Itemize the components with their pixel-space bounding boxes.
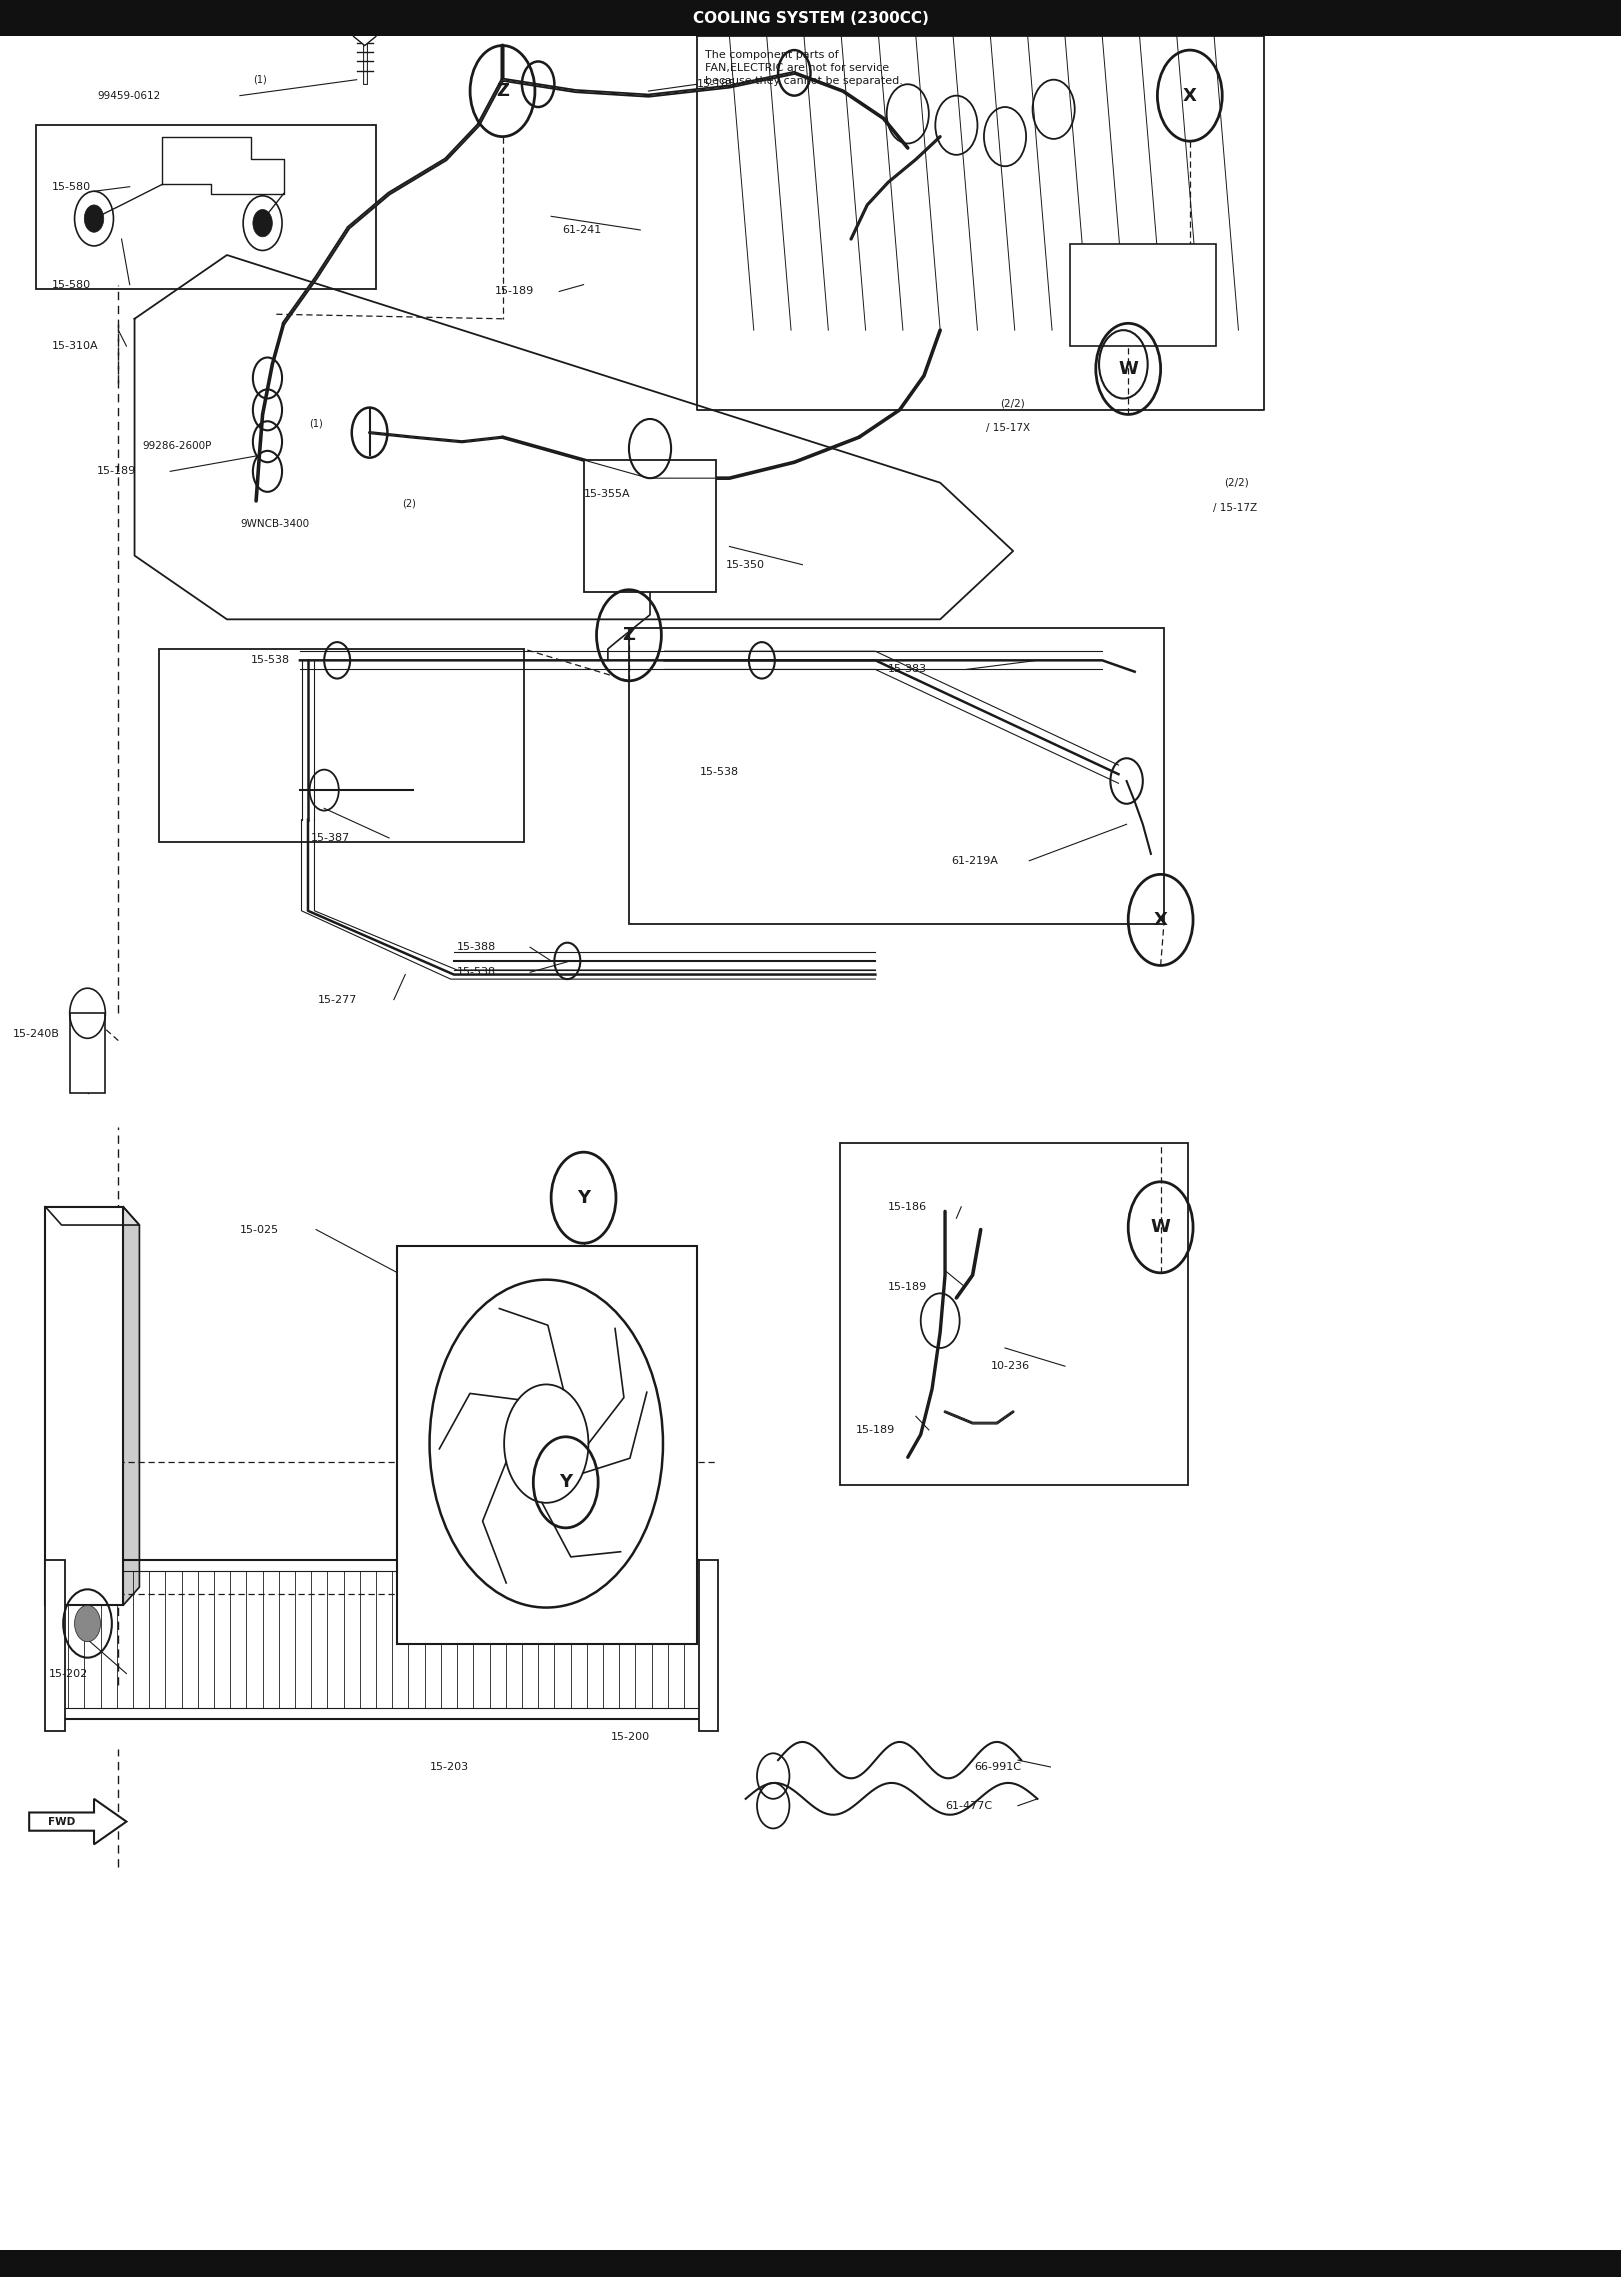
Text: 15-186: 15-186 bbox=[888, 1202, 927, 1211]
Text: X: X bbox=[1154, 911, 1167, 929]
Text: X: X bbox=[1183, 87, 1196, 105]
Text: 15-202: 15-202 bbox=[49, 1669, 88, 1678]
Text: 15-189: 15-189 bbox=[494, 287, 533, 296]
Text: (1): (1) bbox=[310, 419, 323, 428]
Text: 15-203: 15-203 bbox=[430, 1762, 468, 1772]
Text: COOLING SYSTEM (2300CC): COOLING SYSTEM (2300CC) bbox=[692, 11, 929, 25]
Text: 15-388: 15-388 bbox=[457, 943, 496, 952]
Text: / 15-17X: / 15-17X bbox=[986, 424, 1029, 433]
Text: (1): (1) bbox=[253, 75, 266, 84]
Bar bbox=[629, 628, 1164, 924]
Text: Z: Z bbox=[622, 626, 635, 644]
Text: 15-189: 15-189 bbox=[888, 1282, 927, 1291]
Circle shape bbox=[75, 1605, 101, 1642]
Text: (2): (2) bbox=[402, 499, 417, 508]
Text: 66-991C: 66-991C bbox=[974, 1762, 1021, 1772]
Bar bbox=[397, 1246, 697, 1644]
Text: 15-538: 15-538 bbox=[251, 656, 290, 665]
Text: / 15-17Z: / 15-17Z bbox=[1213, 503, 1256, 512]
Text: W: W bbox=[1118, 360, 1138, 378]
Text: 99459-0612: 99459-0612 bbox=[97, 91, 160, 100]
Text: (2/2): (2/2) bbox=[1000, 398, 1024, 408]
Text: 15-240B: 15-240B bbox=[13, 1029, 60, 1038]
Text: 15-189: 15-189 bbox=[856, 1425, 895, 1435]
Bar bbox=[699, 1560, 718, 1731]
Text: 15-310A: 15-310A bbox=[52, 342, 99, 351]
Text: 15-538: 15-538 bbox=[457, 968, 496, 977]
Text: 15-189: 15-189 bbox=[97, 467, 136, 476]
Text: Z: Z bbox=[496, 82, 509, 100]
Bar bbox=[159, 649, 524, 842]
Polygon shape bbox=[123, 1207, 139, 1605]
Text: 15-383: 15-383 bbox=[888, 665, 927, 674]
Text: 9WNCB-3400: 9WNCB-3400 bbox=[240, 519, 310, 528]
Circle shape bbox=[84, 205, 104, 232]
Circle shape bbox=[253, 209, 272, 237]
Bar bbox=[584, 460, 716, 592]
Text: 61-219A: 61-219A bbox=[952, 856, 999, 865]
Text: 10-236: 10-236 bbox=[990, 1362, 1029, 1371]
Bar bbox=[0, 2250, 1621, 2277]
Bar bbox=[840, 1143, 1188, 1485]
Polygon shape bbox=[29, 1799, 126, 1844]
Text: FWD: FWD bbox=[49, 1817, 75, 1826]
Text: Y: Y bbox=[577, 1189, 590, 1207]
Text: 15-185: 15-185 bbox=[697, 80, 736, 89]
Text: 15-025: 15-025 bbox=[240, 1225, 279, 1234]
Text: Y: Y bbox=[559, 1473, 572, 1491]
Text: 15-350: 15-350 bbox=[726, 560, 765, 569]
Text: 15-200: 15-200 bbox=[611, 1733, 650, 1742]
Text: 15-580: 15-580 bbox=[52, 280, 91, 289]
Text: 15-580: 15-580 bbox=[52, 182, 91, 191]
Bar bbox=[36, 125, 376, 289]
Text: (2/2): (2/2) bbox=[1224, 478, 1248, 487]
Polygon shape bbox=[45, 1207, 139, 1225]
Text: 99286-2600P: 99286-2600P bbox=[143, 442, 212, 451]
Text: 61-477C: 61-477C bbox=[945, 1801, 992, 1810]
Text: 15-277: 15-277 bbox=[318, 995, 357, 1004]
Bar bbox=[45, 1207, 123, 1605]
Bar bbox=[1070, 244, 1216, 346]
Text: The component parts of
FAN,ELECTRIC are not for service
because they cannot be s: The component parts of FAN,ELECTRIC are … bbox=[705, 50, 903, 87]
Bar bbox=[0, 0, 1621, 36]
Text: W: W bbox=[1151, 1218, 1170, 1236]
Text: 61-241: 61-241 bbox=[562, 225, 601, 235]
Text: 15-355A: 15-355A bbox=[584, 490, 631, 499]
Bar bbox=[70, 1013, 105, 1093]
Text: 15-538: 15-538 bbox=[700, 767, 739, 776]
Text: 15-387: 15-387 bbox=[311, 833, 350, 842]
Bar bbox=[45, 1560, 65, 1731]
